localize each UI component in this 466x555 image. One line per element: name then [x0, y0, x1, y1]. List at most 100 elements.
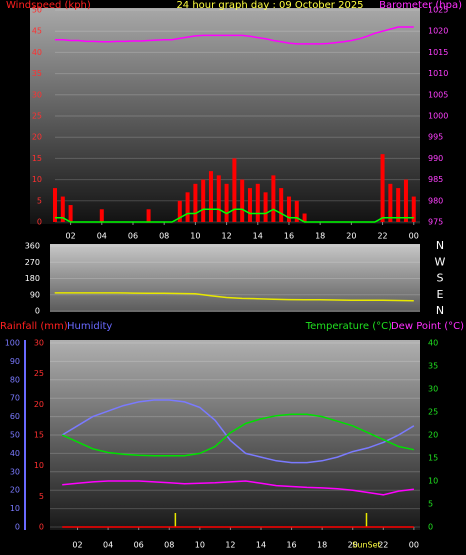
- tick-label: 60: [10, 412, 20, 421]
- x-tick-label: 00: [409, 541, 419, 550]
- tick-label: 10: [428, 477, 438, 486]
- compass-label: S: [437, 272, 444, 285]
- compass-label: E: [437, 288, 444, 301]
- bar: [193, 183, 198, 222]
- bar: [240, 179, 245, 222]
- bar: [286, 196, 291, 222]
- x-tick-label: 12: [225, 541, 235, 550]
- bar: [60, 196, 65, 222]
- x-tick-label: 02: [72, 541, 82, 550]
- y2-axis-title: Barometer (hpa): [379, 0, 462, 11]
- y2-axis-title: Temperature (°C): [305, 321, 392, 332]
- tick-label: 0: [39, 523, 44, 532]
- bar: [411, 196, 416, 222]
- x-tick-label: 02: [66, 232, 76, 241]
- bar: [396, 188, 401, 222]
- x-tick-label: 20: [348, 541, 358, 550]
- y2-axis-title: Dew Point (°C): [391, 321, 464, 332]
- tick-label: 180: [25, 274, 40, 283]
- tick-label: 0: [428, 523, 433, 532]
- compass-label: N: [436, 239, 444, 252]
- tick-label: 10: [34, 461, 44, 470]
- tick-label: 0: [35, 307, 40, 316]
- bar: [208, 171, 213, 222]
- x-tick-label: 16: [284, 232, 294, 241]
- bar: [99, 209, 104, 222]
- x-tick-label: 10: [190, 232, 200, 241]
- x-tick-label: 04: [97, 232, 107, 241]
- x-tick-label: 04: [103, 541, 113, 550]
- line: [62, 480, 414, 496]
- bar: [201, 179, 206, 222]
- bar: [232, 158, 237, 222]
- tick-label: 50: [10, 431, 20, 440]
- tick-label: 1000: [428, 112, 448, 121]
- tick-label: 30: [10, 467, 20, 476]
- x-tick-label: 12: [221, 232, 231, 241]
- x-tick-label: 18: [315, 232, 325, 241]
- tick-label: 5: [428, 500, 433, 509]
- tick-label: 1010: [428, 69, 448, 78]
- tick-label: 35: [428, 362, 438, 371]
- tick-label: 5: [39, 492, 44, 501]
- tick-label: 10: [32, 175, 42, 184]
- bar: [271, 175, 276, 222]
- tick-label: 15: [32, 154, 42, 163]
- bar: [185, 192, 190, 222]
- tick-label: 90: [30, 290, 40, 299]
- x-tick-label: 08: [159, 232, 169, 241]
- tick-label: 25: [428, 408, 438, 417]
- tick-label: 20: [428, 431, 438, 440]
- y-axis-title: Windspeed (kph): [6, 0, 91, 11]
- tick-label: 15: [34, 431, 44, 440]
- tick-label: 20: [10, 486, 20, 495]
- tick-label: 975: [428, 218, 443, 227]
- tick-label: 1015: [428, 48, 448, 57]
- bar: [263, 192, 268, 222]
- bar: [279, 188, 284, 222]
- x-tick-label: 14: [253, 232, 263, 241]
- x-tick-label: 22: [378, 541, 388, 550]
- tick-label: 0: [37, 218, 42, 227]
- x-tick-label: 16: [286, 541, 296, 550]
- tick-label: 5: [37, 196, 42, 205]
- tick-label: 35: [32, 69, 42, 78]
- tick-label: 10: [10, 504, 20, 513]
- backgrounds: [24, 8, 420, 530]
- tick-label: 1020: [428, 27, 448, 36]
- tick-label: 40: [10, 449, 20, 458]
- tick-label: 980: [428, 196, 443, 205]
- bar: [224, 183, 229, 222]
- tick-label: 0: [15, 523, 20, 532]
- line: [61, 399, 415, 464]
- bar: [403, 179, 408, 222]
- plot-bg: [50, 340, 420, 530]
- x-tick-label: 14: [256, 541, 266, 550]
- tick-label: 50: [32, 6, 42, 15]
- compass-label: N: [436, 304, 444, 317]
- tick-label: 70: [10, 394, 20, 403]
- line: [61, 413, 415, 457]
- bar: [216, 175, 221, 222]
- x-tick-label: 10: [195, 541, 205, 550]
- tick-label: 15: [428, 454, 438, 463]
- bar: [146, 209, 151, 222]
- x-tick-label: 00: [409, 232, 419, 241]
- tick-label: 1005: [428, 90, 448, 99]
- y-axis-title: Humidity: [67, 321, 112, 332]
- tick-label: 100: [5, 339, 20, 348]
- bar: [247, 188, 252, 222]
- tick-label: 20: [32, 133, 42, 142]
- compass-label: W: [435, 255, 446, 268]
- x-tick-label: 22: [377, 232, 387, 241]
- tick-label: 270: [25, 258, 40, 267]
- tick-label: 995: [428, 133, 443, 142]
- tick-label: 25: [34, 369, 44, 378]
- tick-label: 30: [428, 385, 438, 394]
- tick-label: 990: [428, 154, 443, 163]
- bar: [255, 183, 260, 222]
- tick-label: 80: [10, 375, 20, 384]
- tick-label: 90: [10, 357, 20, 366]
